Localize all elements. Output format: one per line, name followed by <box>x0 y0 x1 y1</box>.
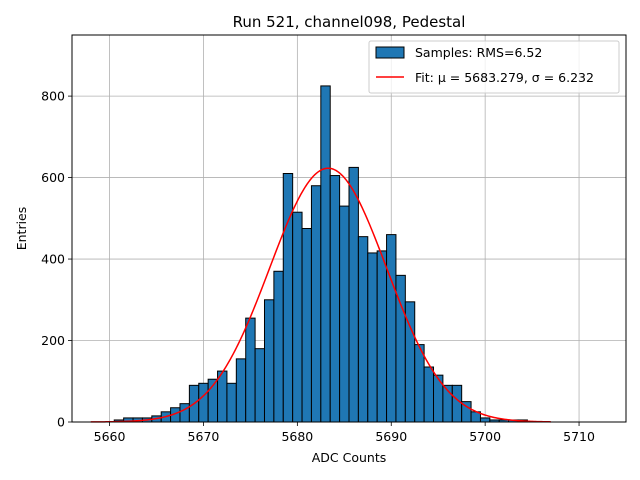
x-tick-label: 5700 <box>469 429 501 444</box>
histogram-bar <box>479 417 491 423</box>
histogram-bar <box>348 166 359 423</box>
histogram-bar <box>367 252 378 423</box>
x-tick-label: 5660 <box>94 429 126 444</box>
x-axis-title: ADC Counts <box>312 450 387 465</box>
histogram-bar <box>451 384 463 423</box>
x-tick-label: 5710 <box>563 429 595 444</box>
y-tick-label: 0 <box>57 415 65 430</box>
histogram-bar <box>179 403 190 423</box>
y-tick-label: 200 <box>41 333 65 348</box>
histogram-bar <box>414 344 425 423</box>
histogram-bar <box>310 185 322 423</box>
y-tick-label: 800 <box>41 89 65 104</box>
histogram-bar <box>235 358 247 423</box>
histogram-bar <box>357 236 369 423</box>
histogram-bar <box>226 382 237 423</box>
histogram-bar <box>301 228 312 423</box>
x-tick-label: 5670 <box>188 429 220 444</box>
histogram-bar <box>423 366 435 423</box>
legend-fit-label: Fit: μ = 5683.279, σ = 6.232 <box>415 70 594 85</box>
legend-hist-label: Samples: RMS=6.52 <box>415 45 542 60</box>
histogram-bar <box>320 85 331 423</box>
histogram-bar <box>282 173 294 423</box>
y-axis-title: Entries <box>14 207 29 251</box>
histogram-bar <box>263 299 275 423</box>
x-tick-label: 5690 <box>375 429 407 444</box>
fit-curve <box>90 167 551 423</box>
histogram-bar <box>376 250 388 423</box>
legend: Samples: RMS=6.52 Fit: μ = 5683.279, σ =… <box>368 40 620 94</box>
plot-frame <box>71 34 627 423</box>
legend-hist-swatch <box>375 46 405 59</box>
ticks-layer: 5660 5670 5680 5690 5700 5710 0 200 400 600 800 <box>41 89 595 444</box>
histogram-bar <box>386 234 397 423</box>
y-tick-label: 600 <box>41 170 65 185</box>
histogram-bar <box>329 175 341 423</box>
y-tick-label: 400 <box>41 252 65 267</box>
histogram-bar <box>254 348 265 423</box>
legend-box <box>368 40 620 94</box>
histogram-bar <box>245 317 256 423</box>
chart-title: Run 521, channel098, Pedestal <box>233 13 466 31</box>
histogram-bar <box>198 382 209 423</box>
histogram-bar <box>292 211 303 423</box>
histogram-bar <box>339 205 350 423</box>
histogram-bar <box>273 270 284 423</box>
x-tick-label: 5680 <box>281 429 313 444</box>
bars-layer <box>113 85 528 423</box>
